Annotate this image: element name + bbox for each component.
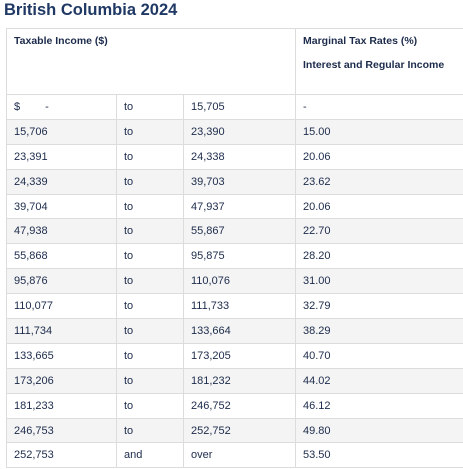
table-cell: to [116,118,184,145]
table-cell: 173,205 [183,342,296,369]
table-cell: 133,665 [6,342,117,369]
table-cell: 31.00 [295,268,463,295]
header-cell: Marginal Tax Rates (%) Interest and Regu… [295,28,463,95]
table-cell: 246,753 [6,417,117,444]
header-cell: Taxable Income ($) [6,28,296,95]
table-row: 252,753 and over 53.50 [6,442,463,469]
header-subtext: Interest and Regular Income [303,59,445,71]
table-cell: 44.02 [295,367,463,394]
table-cell: 173,206 [6,367,117,394]
table-cell: 95,876 [6,268,117,295]
table-cell: 23.62 [295,168,463,195]
header-row: Taxable Income ($) Marginal Tax Rates (%… [6,28,463,95]
table-body: $ - to 15,705-15,706 to 23,390 15.00 23,391 to 2… [6,94,463,469]
table-cell: - [295,94,463,120]
table-cell: 133,664 [183,318,296,344]
table-cell: 22.70 [295,218,463,245]
table-cell: 47,937 [183,193,296,220]
table-cell: 111,733 [183,293,296,320]
table-cell: 20.06 [295,193,463,220]
table-cell: 46.12 [295,392,463,419]
table-cell: 55,868 [6,243,117,270]
table-cell: 49.80 [295,417,463,444]
table-cell: 15,706 [6,118,117,145]
table-cell: to [116,218,184,245]
table-cell: to [116,268,184,295]
table-row: 111,734 to 133,664 38.29 [6,318,463,344]
table-row: 15,706 to 23,390 15.00 [6,118,463,145]
table-cell: 246,752 [183,392,296,419]
table-cell: 55,867 [183,218,296,245]
table-cell: to [116,94,184,120]
table-cell: to [116,367,184,394]
table-row: 133,665 to 173,205 40.70 [6,342,463,369]
table-cell: to [116,342,184,369]
table-row: 95,876 to 110,076 31.00 [6,268,463,295]
table-cell: 252,753 [6,442,117,469]
table-cell: 20.06 [295,143,463,170]
table-row: 23,391 to 24,338 20.06 [6,143,463,170]
table-row: 110,077 to 111,733 32.79 [6,293,463,320]
table-cell: 24,338 [183,143,296,170]
table-cell: 110,076 [183,268,296,295]
table-cell: 23,391 [6,143,117,170]
table-cell: to [116,318,184,344]
table-cell: 110,077 [6,293,117,320]
table-cell: 111,734 [6,318,117,344]
table-cell: to [116,143,184,170]
table-row: 181,233 to 246,752 46.12 [6,392,463,419]
table-cell: 40.70 [295,342,463,369]
table-row: 39,704 to 47,937 20.06 [6,193,463,220]
table-cell: 47,938 [6,218,117,245]
table-cell: $ - [6,94,117,120]
table-cell: 15.00 [295,118,463,145]
table-cell: to [116,193,184,220]
table-cell: 181,232 [183,367,296,394]
table-cell: 15,705 [183,94,296,120]
header-text: Marginal Tax Rates (%) [303,35,418,47]
table-row: 24,339 to 39,703 23.62 [6,168,463,195]
table-row: 173,206 to 181,232 44.02 [6,367,463,394]
table-cell: 181,233 [6,392,117,419]
table-cell: to [116,168,184,195]
table-cell: to [116,417,184,444]
table-cell: 39,704 [6,193,117,220]
table-cell: 39,703 [183,168,296,195]
table-cell: 252,752 [183,417,296,444]
table-cell: 95,875 [183,243,296,270]
table-row: 47,938 to 55,867 22.70 [6,218,463,245]
table-cell: 23,390 [183,118,296,145]
header-text: Taxable Income ($) [14,35,108,47]
tax-table: Taxable Income ($) Marginal Tax Rates (%… [6,28,463,469]
title: British Columbia 2024 [4,1,178,19]
table-cell: 28.20 [295,243,463,270]
table-cell: 53.50 [295,442,463,469]
table-cell: and [116,442,184,469]
table-cell: 32.79 [295,293,463,320]
table-cell: to [116,243,184,270]
table-cell: to [116,293,184,320]
table-cell: over [183,442,296,469]
table-cell: 38.29 [295,318,463,344]
table-row: $ - to 15,705- [6,94,463,120]
table-row: 246,753 to 252,752 49.80 [6,417,463,444]
table-cell: 24,339 [6,168,117,195]
table-cell: to [116,392,184,419]
table-row: 55,868 to 95,875 28.20 [6,243,463,270]
